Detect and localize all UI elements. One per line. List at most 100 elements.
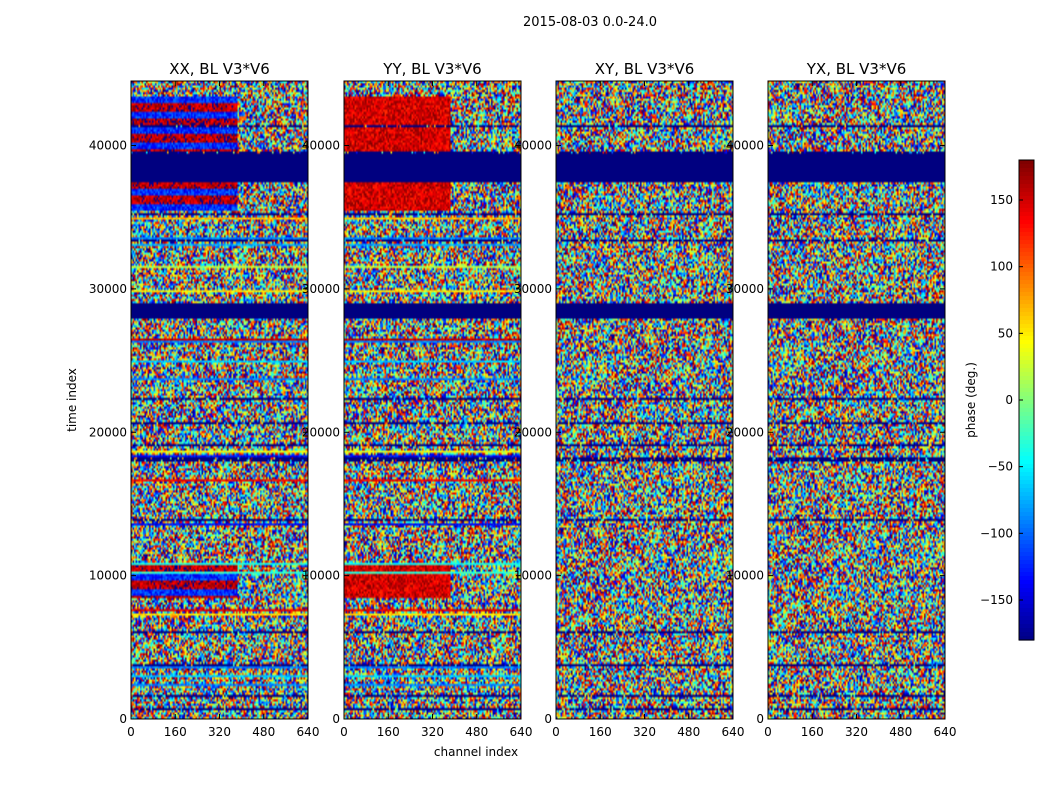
y-tick-label: 20000 (514, 425, 552, 439)
x-tick-label: 160 (377, 725, 400, 739)
colorbar-segment (1019, 608, 1034, 613)
colorbar-segment (1019, 544, 1034, 549)
colorbar-segment (1019, 584, 1034, 589)
colorbar-segment (1019, 224, 1034, 229)
colorbar-segment (1019, 232, 1034, 237)
colorbar-segment (1019, 392, 1034, 397)
x-tick-label: 480 (889, 725, 912, 739)
colorbar-segment (1019, 600, 1034, 605)
colorbar-segment (1019, 380, 1034, 385)
y-tick-label: 20000 (302, 425, 340, 439)
colorbar-segment (1019, 248, 1034, 253)
colorbar-segment (1019, 332, 1034, 337)
colorbar-segment (1019, 496, 1034, 501)
y-tick-label: 20000 (89, 425, 127, 439)
colorbar-segment (1019, 448, 1034, 453)
colorbar-segment (1019, 416, 1034, 421)
colorbar-segment (1019, 180, 1034, 185)
colorbar-segment (1019, 400, 1034, 405)
colorbar-segment (1019, 616, 1034, 621)
colorbar-segment (1019, 256, 1034, 261)
colorbar-segment (1019, 504, 1034, 509)
colorbar-segment (1019, 524, 1034, 529)
colorbar-segment (1019, 368, 1034, 373)
y-tick-label: 40000 (514, 139, 552, 153)
colorbar-tick-label: −150 (980, 593, 1013, 607)
y-axis-label: time index (65, 368, 79, 432)
colorbar-segment (1019, 192, 1034, 197)
colorbar-segment (1019, 480, 1034, 485)
x-tick-label: 640 (722, 725, 745, 739)
x-tick-label: 320 (421, 725, 444, 739)
x-axis-label: channel index (434, 745, 518, 759)
x-tick-label: 320 (633, 725, 656, 739)
heatmap-image (556, 81, 733, 719)
x-tick-label: 640 (934, 725, 957, 739)
x-tick-label: 160 (589, 725, 612, 739)
colorbar-segment (1019, 568, 1034, 573)
x-tick-label: 0 (127, 725, 135, 739)
colorbar-segment (1019, 412, 1034, 417)
colorbar-segment (1019, 512, 1034, 517)
x-tick-label: 640 (297, 725, 320, 739)
colorbar-segment (1019, 520, 1034, 525)
y-tick-label: 30000 (726, 282, 764, 296)
colorbar-segment (1019, 536, 1034, 541)
x-tick-label: 320 (208, 725, 231, 739)
colorbar-segment (1019, 200, 1034, 205)
colorbar-segment (1019, 160, 1034, 165)
colorbar: 150 100 50 0 −50 −100 −150 (980, 159, 1035, 641)
colorbar-segment (1019, 596, 1034, 601)
colorbar-segment (1019, 636, 1034, 641)
colorbar-segment (1019, 348, 1034, 353)
panel-xy: XY, BL V3*V6 0 160 320 480 640 0 10000 20000 3000… (514, 60, 745, 739)
colorbar-segment (1019, 220, 1034, 225)
x-tick-label: 480 (465, 725, 488, 739)
colorbar-tick-label: 100 (990, 260, 1013, 274)
colorbar-segment (1019, 184, 1034, 189)
colorbar-segment (1019, 352, 1034, 357)
colorbar-segment (1019, 336, 1034, 341)
colorbar-segment (1019, 240, 1034, 245)
colorbar-segment (1019, 456, 1034, 461)
colorbar-segment (1019, 588, 1034, 593)
colorbar-segment (1019, 196, 1034, 201)
colorbar-segment (1019, 340, 1034, 345)
colorbar-segment (1019, 260, 1034, 265)
panel-yx: YX, BL V3*V6 0 160 320 480 640 0 10000 20000 3000… (726, 60, 957, 739)
colorbar-segment (1019, 296, 1034, 301)
colorbar-segment (1019, 452, 1034, 457)
colorbar-segment (1019, 176, 1034, 181)
colorbar-segment (1019, 408, 1034, 413)
colorbar-segment (1019, 404, 1034, 409)
colorbar-segment (1019, 532, 1034, 537)
y-tick-label: 30000 (89, 282, 127, 296)
colorbar-segment (1019, 204, 1034, 209)
colorbar-segment (1019, 424, 1034, 429)
colorbar-segment (1019, 548, 1034, 553)
colorbar-segment (1019, 228, 1034, 233)
x-tick-label: 480 (677, 725, 700, 739)
colorbar-tick-label: 150 (990, 193, 1013, 207)
colorbar-segment (1019, 464, 1034, 469)
colorbar-segment (1019, 580, 1034, 585)
colorbar-segment (1019, 328, 1034, 333)
x-tick-label: 160 (801, 725, 824, 739)
colorbar-segment (1019, 488, 1034, 493)
y-tick-label: 10000 (89, 569, 127, 583)
y-tick-label: 10000 (726, 569, 764, 583)
y-tick-label: 40000 (89, 139, 127, 153)
colorbar-segment (1019, 376, 1034, 381)
colorbar-segment (1019, 444, 1034, 449)
colorbar-segment (1019, 388, 1034, 393)
panel-title: XY, BL V3*V6 (595, 60, 695, 78)
colorbar-segment (1019, 528, 1034, 533)
heatmap-image (768, 81, 945, 719)
colorbar-segment (1019, 216, 1034, 221)
colorbar-segment (1019, 284, 1034, 289)
colorbar-segment (1019, 436, 1034, 441)
colorbar-segment (1019, 620, 1034, 625)
colorbar-segment (1019, 484, 1034, 489)
colorbar-segment (1019, 556, 1034, 561)
x-tick-label: 480 (252, 725, 275, 739)
